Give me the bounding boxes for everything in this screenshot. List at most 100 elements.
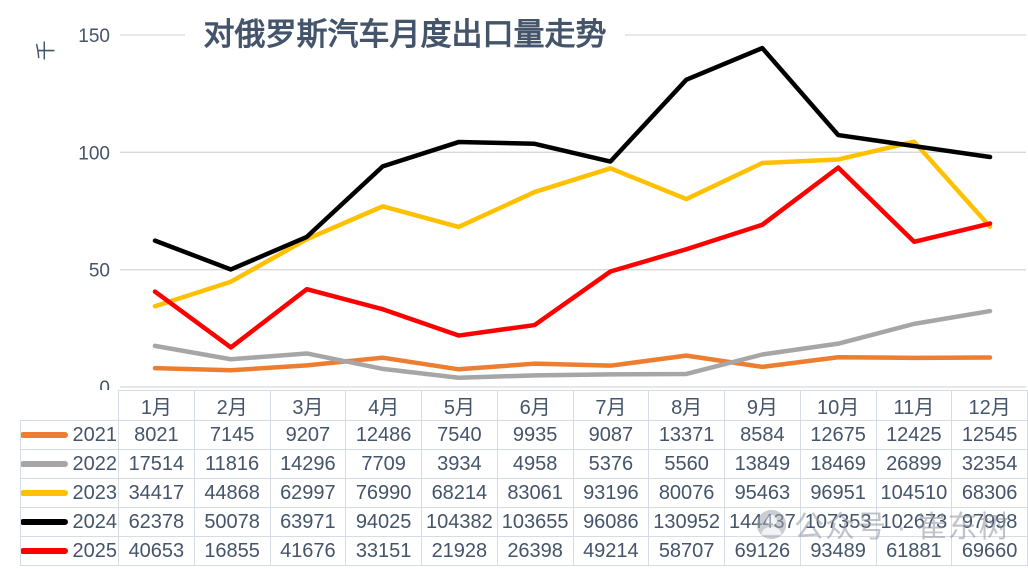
series-name: 2025 <box>72 539 118 562</box>
table-cell: 8021 <box>118 420 195 450</box>
table-cell: 8584 <box>724 420 801 450</box>
y-axis-tick-label: 0 <box>99 378 110 390</box>
table-cell: 21928 <box>421 536 498 566</box>
legend-swatch-icon <box>21 461 68 467</box>
table-cell: 14296 <box>269 449 347 479</box>
series-line-2024 <box>152 45 993 272</box>
month-header: 1月 <box>118 390 195 421</box>
table-cell: 62997 <box>269 478 347 508</box>
legend-swatch-icon <box>21 548 68 554</box>
table-cell: 62378 <box>118 507 195 537</box>
table-cell: 5376 <box>572 449 650 479</box>
table-cell: 7709 <box>345 449 422 479</box>
table-cell: 107353 <box>799 507 877 537</box>
series-legend: 2025 <box>20 536 119 566</box>
series-line-2021 <box>152 353 993 373</box>
y-axis-tick-label: 100 <box>78 143 110 164</box>
month-header: 9月 <box>724 390 801 421</box>
table-cell: 9087 <box>572 420 650 450</box>
table-row-2022: 2022 17514 11816 14296 7709 3934 4958 5376 5560 1… <box>20 449 1028 479</box>
table-cell: 93196 <box>572 478 650 508</box>
table-cell: 95463 <box>724 478 801 508</box>
legend-swatch-icon <box>21 519 68 525</box>
series-legend: 2021 <box>20 420 119 450</box>
table-cell: 26899 <box>875 449 953 479</box>
month-header: 5月 <box>421 390 498 421</box>
month-header: 8月 <box>648 390 725 421</box>
table-cell: 7145 <box>193 420 271 450</box>
series-line-2025 <box>152 165 993 350</box>
table-cell: 7540 <box>421 420 498 450</box>
table-cell: 32354 <box>951 449 1028 479</box>
series-line-2023 <box>152 139 993 309</box>
table-cell: 68214 <box>421 478 498 508</box>
table-cell: 58707 <box>648 536 725 566</box>
table-cell: 93489 <box>799 536 877 566</box>
month-header: 4月 <box>345 390 422 421</box>
month-header: 12月 <box>951 390 1028 421</box>
series-name: 2024 <box>72 510 118 533</box>
table-row-2024: 2024 62378 50078 63971 94025 104382 103655 9608… <box>20 507 1028 537</box>
legend-swatch-icon <box>21 490 68 496</box>
table-cell: 41676 <box>269 536 347 566</box>
series-name: 2022 <box>72 452 118 475</box>
table-cell: 44868 <box>193 478 271 508</box>
table-cell: 76990 <box>345 478 422 508</box>
series-name: 2021 <box>72 423 118 446</box>
table-cell: 104510 <box>875 478 953 508</box>
line-chart: 0 50 100 150 <box>78 26 1026 390</box>
month-header: 6月 <box>496 390 574 421</box>
series-legend: 2022 <box>20 449 119 479</box>
table-cell: 4958 <box>496 449 574 479</box>
series-legend: 2024 <box>20 507 119 537</box>
legend-swatch-icon <box>21 432 68 438</box>
table-row-2021: 2021 8021 7145 9207 12486 7540 9935 9087 13371 85… <box>20 420 1028 450</box>
table-cell: 12545 <box>951 420 1028 450</box>
table-cell: 40653 <box>118 536 195 566</box>
table-cell: 16855 <box>193 536 271 566</box>
month-header: 3月 <box>269 390 347 421</box>
y-axis-tick-label: 150 <box>78 26 110 47</box>
table-cell: 12486 <box>345 420 422 450</box>
y-axis-tick-label: 50 <box>89 261 110 282</box>
table-cell: 130952 <box>648 507 725 537</box>
table-cell: 63971 <box>269 507 347 537</box>
table-cell: 12425 <box>875 420 953 450</box>
table-cell: 144437 <box>724 507 801 537</box>
table-cell: 11816 <box>193 449 271 479</box>
month-header: 2月 <box>193 390 271 421</box>
y-axis-unit-label: 千 <box>35 40 58 61</box>
table-cell: 3934 <box>421 449 498 479</box>
table-cell: 68306 <box>951 478 1028 508</box>
series-legend: 2023 <box>20 478 119 508</box>
table-cell: 26398 <box>496 536 574 566</box>
table-cell: 18469 <box>799 449 877 479</box>
table-cell: 50078 <box>193 507 271 537</box>
table-cell: 94025 <box>345 507 422 537</box>
table-header-row: 1月 2月 3月 4月 5月 6月 7月 8月 9月 10月 11月 12月 <box>20 390 1028 421</box>
chart-title: 对俄罗斯汽车月度出口量走势 <box>185 16 625 54</box>
table-cell: 17514 <box>118 449 195 479</box>
table-cell: 34417 <box>118 478 195 508</box>
month-header: 10月 <box>799 390 877 421</box>
series-line-2022 <box>152 308 993 381</box>
table-cell: 5560 <box>648 449 725 479</box>
table-cell: 49214 <box>572 536 650 566</box>
table-cell: 69126 <box>724 536 801 566</box>
table-cell: 9207 <box>269 420 347 450</box>
table-cell: 13371 <box>648 420 725 450</box>
table-cell: 12675 <box>799 420 877 450</box>
table-cell: 13849 <box>724 449 801 479</box>
table-row-2025: 2025 40653 16855 41676 33151 21928 26398 49214 5… <box>20 536 1028 566</box>
table-row-2023: 2023 34417 44868 62997 76990 68214 83061 93196 8… <box>20 478 1028 508</box>
table-cell: 80076 <box>648 478 725 508</box>
month-header: 7月 <box>572 390 650 421</box>
table-cell: 96086 <box>572 507 650 537</box>
series-name: 2023 <box>72 481 118 504</box>
table-cell: 104382 <box>421 507 498 537</box>
month-header: 11月 <box>875 390 953 421</box>
table-cell: 61881 <box>875 536 953 566</box>
table-cell: 33151 <box>345 536 422 566</box>
table-cell: 102673 <box>875 507 953 537</box>
